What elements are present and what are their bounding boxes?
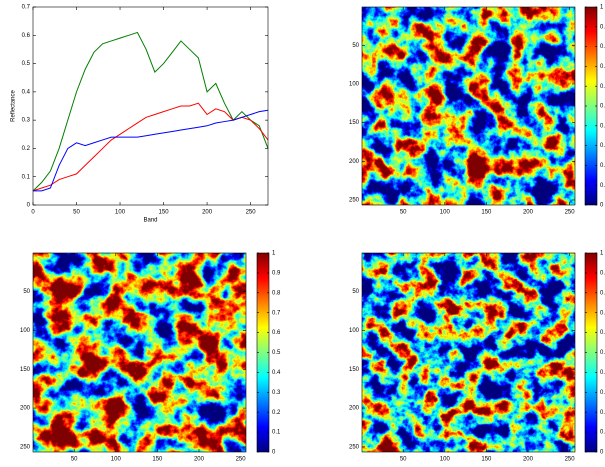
y-tick-label: 150: [349, 367, 360, 373]
series-line: [32, 102, 269, 192]
colorbar-tick-label: 0.6: [272, 330, 281, 336]
colorbar-tick-label: 0.4: [272, 370, 281, 376]
x-tick-label: 250: [246, 210, 257, 216]
colorbar-tick-label: 0.9: [600, 270, 605, 276]
plot-frame: [32, 252, 247, 453]
colorbar-tick-label: 0.2: [600, 410, 605, 416]
plot-frame: [361, 6, 576, 206]
abundance-map: [362, 7, 575, 205]
colorbar-tick-label: 0.3: [600, 390, 605, 396]
colorbar-tick-label: 0.8: [600, 290, 605, 296]
y-tick-label: 50: [23, 289, 30, 295]
colorbar-tick-label: 0.9: [272, 270, 281, 276]
colorbar-tick-label: 0.1: [272, 430, 281, 436]
colorbar-tick-label: 0: [272, 450, 276, 456]
colorbar-frame: [584, 6, 598, 206]
x-tick-label: 200: [523, 210, 534, 216]
y-tick-label: 0.1: [22, 174, 31, 180]
x-tick-label: 250: [565, 210, 576, 216]
y-tick-label: 0.6: [22, 33, 31, 39]
colorbar-frame: [256, 252, 270, 453]
x-tick-label: 50: [73, 210, 80, 216]
x-tick-label: 100: [440, 210, 451, 216]
colorbar-tick-label: 0.8: [272, 290, 281, 296]
plot-frame: [361, 252, 576, 453]
colorbar-tick-label: 0.5: [600, 104, 605, 110]
colorbar-tick-label: 0.3: [600, 143, 605, 149]
y-tick-label: 150: [20, 367, 31, 373]
x-tick-label: 50: [71, 457, 78, 463]
x-tick-label: 200: [194, 457, 205, 463]
x-axis-label: Band: [143, 218, 157, 224]
x-tick-label: 100: [440, 457, 451, 463]
plot-frame: [32, 6, 269, 206]
abundance-map: [362, 253, 575, 452]
colorbar: [257, 253, 269, 452]
x-tick-label: 250: [565, 457, 576, 463]
y-tick-label: 150: [349, 120, 360, 126]
colorbar-tick-label: 0.9: [600, 24, 605, 30]
y-tick-label: 50: [352, 289, 359, 295]
y-tick-label: 50: [352, 43, 359, 49]
colorbar: [585, 7, 597, 205]
colorbar-tick-label: 0.7: [600, 64, 605, 70]
colorbar-tick-label: 0: [600, 203, 604, 209]
y-tick-label: 0.7: [22, 5, 31, 11]
y-axis-label: Reflectance: [11, 89, 17, 121]
y-tick-label: 100: [20, 328, 31, 334]
colorbar-tick-label: 0.7: [600, 310, 605, 316]
colorbar-frame: [584, 252, 598, 453]
y-tick-label: 250: [20, 445, 31, 451]
colorbar-tick-label: 0.6: [600, 84, 605, 90]
colorbar-tick-label: 0.5: [272, 350, 281, 356]
colorbar-tick-label: 0.1: [600, 183, 605, 189]
x-tick-label: 250: [236, 457, 247, 463]
x-tick-label: 150: [152, 457, 163, 463]
abundance-map: [33, 253, 246, 452]
y-tick-label: 250: [349, 198, 360, 204]
colorbar-tick-label: 0.6: [600, 330, 605, 336]
x-tick-label: 100: [115, 210, 126, 216]
x-tick-label: 200: [202, 210, 213, 216]
y-tick-label: 200: [349, 159, 360, 165]
colorbar-tick-label: 1: [272, 251, 276, 257]
y-tick-label: 200: [20, 406, 31, 412]
colorbar-tick-label: 0.4: [600, 123, 605, 129]
colorbar-tick-label: 0.7: [272, 310, 281, 316]
series-line: [32, 31, 269, 192]
colorbar-tick-label: 0: [600, 450, 604, 456]
colorbar-tick-label: 0.2: [272, 410, 281, 416]
y-tick-label: 0.4: [22, 89, 31, 95]
colorbar-tick-label: 0.4: [600, 370, 605, 376]
x-tick-label: 150: [159, 210, 170, 216]
colorbar-tick-label: 1: [600, 251, 604, 257]
y-tick-label: 250: [349, 445, 360, 451]
x-tick-label: 200: [523, 457, 534, 463]
y-tick-label: 0.2: [22, 146, 31, 152]
colorbar-tick-label: 0.8: [600, 44, 605, 50]
plot-area: [33, 7, 268, 205]
y-tick-label: 0.3: [22, 118, 31, 124]
x-tick-label: 0: [31, 210, 35, 216]
x-tick-label: 100: [111, 457, 122, 463]
x-tick-label: 150: [481, 210, 492, 216]
y-tick-label: 200: [349, 406, 360, 412]
y-tick-label: 100: [349, 82, 360, 88]
x-tick-label: 50: [400, 210, 407, 216]
y-tick-label: 0.5: [22, 61, 31, 67]
x-tick-label: 50: [400, 457, 407, 463]
colorbar-tick-label: 0.5: [600, 350, 605, 356]
y-tick-label: 0: [27, 203, 31, 209]
colorbar-tick-label: 1: [600, 5, 604, 11]
colorbar: [585, 253, 597, 452]
y-tick-label: 100: [349, 328, 360, 334]
x-tick-label: 150: [481, 457, 492, 463]
colorbar-tick-label: 0.2: [600, 163, 605, 169]
colorbar-tick-label: 0.3: [272, 390, 281, 396]
series-line: [33, 109, 269, 192]
colorbar-tick-label: 0.1: [600, 430, 605, 436]
